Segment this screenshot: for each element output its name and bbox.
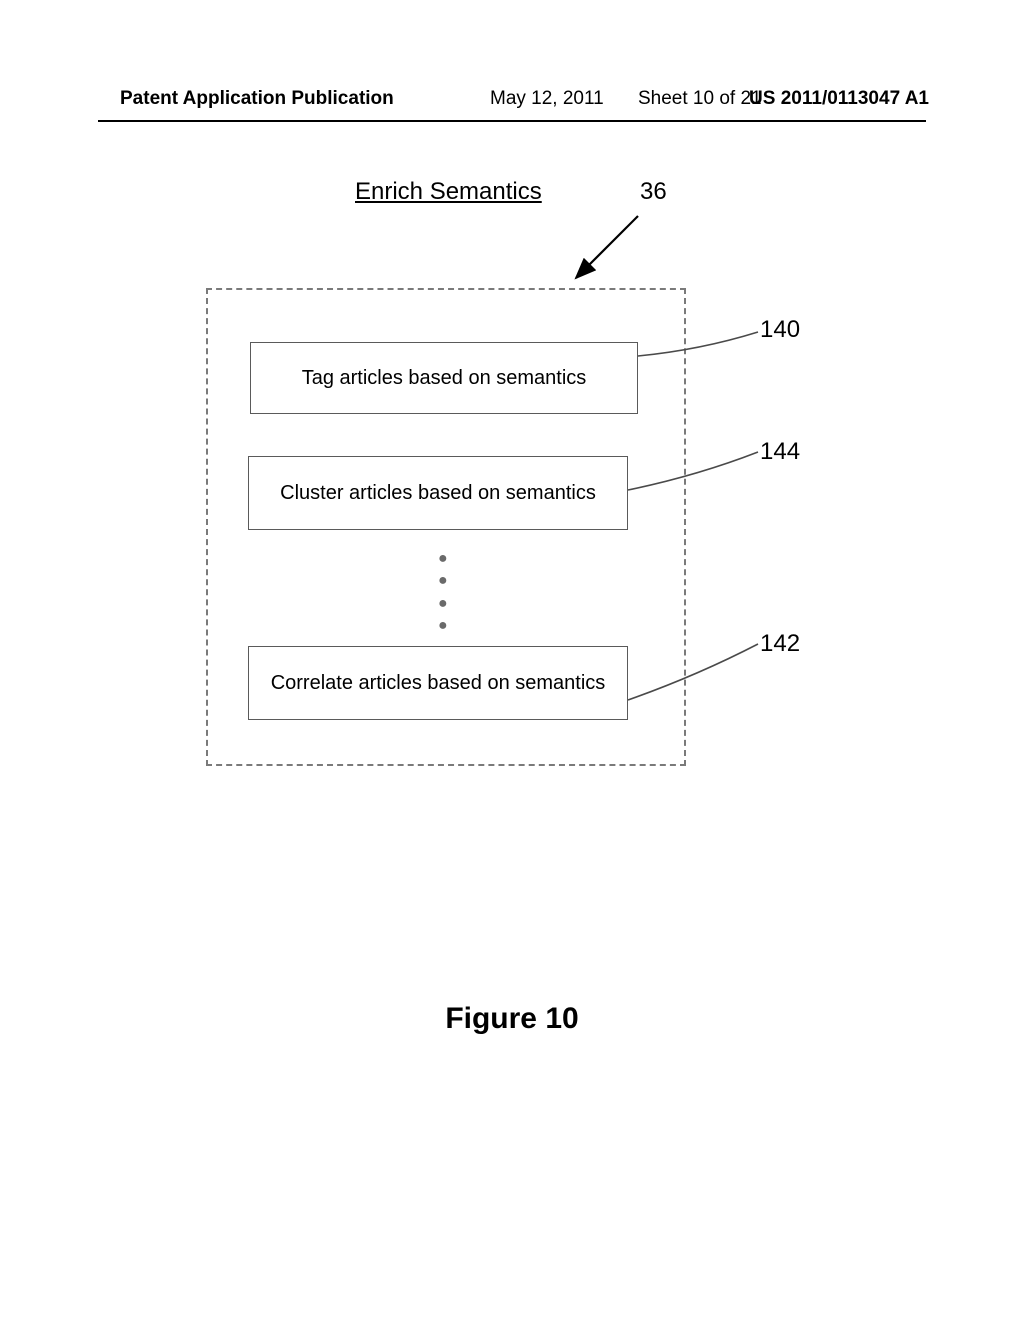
header-sheet: Sheet 10 of 21	[638, 88, 762, 110]
step-box-label: Tag articles based on semantics	[302, 365, 587, 392]
step-box-cluster-articles: Cluster articles based on semantics	[248, 456, 628, 530]
diagram-title: Enrich Semantics	[355, 178, 542, 206]
step-box-correlate-articles: Correlate articles based on semantics	[248, 646, 628, 720]
header-date: May 12, 2011	[490, 88, 604, 110]
figure-caption: Figure 10	[0, 1002, 1024, 1036]
step-box-label: Correlate articles based on semantics	[271, 670, 606, 697]
patent-page: Patent Application Publication May 12, 2…	[0, 0, 1024, 1320]
reference-numeral-36: 36	[640, 178, 667, 206]
reference-numeral-144: 144	[760, 438, 800, 466]
leader-arrow-36	[576, 216, 638, 278]
header-publication-number: US 2011/0113047 A1	[749, 88, 929, 110]
reference-numeral-140: 140	[760, 316, 800, 344]
ellipsis-dots: ●●●●	[438, 548, 448, 638]
step-box-tag-articles: Tag articles based on semantics	[250, 342, 638, 414]
reference-numeral-142: 142	[760, 630, 800, 658]
header-publication-type: Patent Application Publication	[120, 88, 394, 110]
step-box-label: Cluster articles based on semantics	[280, 480, 596, 507]
header-divider	[98, 120, 926, 122]
